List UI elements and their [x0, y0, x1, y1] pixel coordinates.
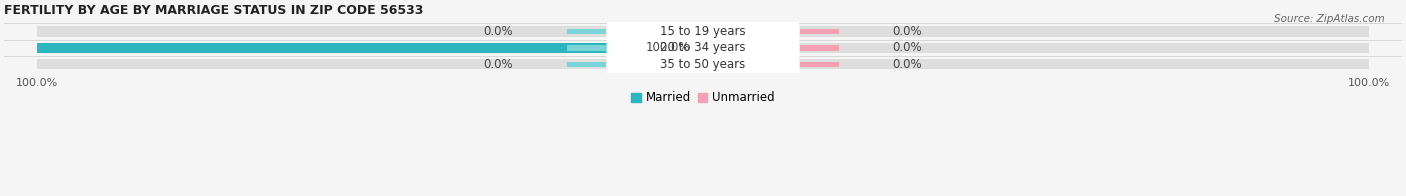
- Text: 0.0%: 0.0%: [484, 25, 513, 38]
- Legend: Married, Unmarried: Married, Unmarried: [631, 91, 775, 104]
- Text: 15 to 19 years: 15 to 19 years: [661, 25, 745, 38]
- Bar: [567, 45, 606, 51]
- Text: 20 to 34 years: 20 to 34 years: [661, 41, 745, 54]
- FancyBboxPatch shape: [606, 53, 800, 76]
- Text: 35 to 50 years: 35 to 50 years: [661, 58, 745, 71]
- FancyBboxPatch shape: [606, 36, 800, 60]
- Bar: [567, 29, 606, 34]
- FancyBboxPatch shape: [606, 20, 800, 43]
- Text: FERTILITY BY AGE BY MARRIAGE STATUS IN ZIP CODE 56533: FERTILITY BY AGE BY MARRIAGE STATUS IN Z…: [4, 4, 423, 17]
- Bar: [567, 62, 606, 67]
- Text: Source: ZipAtlas.com: Source: ZipAtlas.com: [1274, 14, 1385, 24]
- Bar: [38, 43, 703, 53]
- Bar: [800, 62, 839, 67]
- Bar: [38, 59, 1368, 69]
- Bar: [38, 26, 1368, 37]
- Text: 0.0%: 0.0%: [893, 41, 922, 54]
- Text: 0.0%: 0.0%: [484, 58, 513, 71]
- Text: 0.0%: 0.0%: [893, 58, 922, 71]
- Bar: [800, 29, 839, 34]
- Text: 0.0%: 0.0%: [893, 25, 922, 38]
- Bar: [800, 45, 839, 51]
- Text: 100.0%: 100.0%: [645, 41, 690, 54]
- Bar: [38, 43, 1368, 53]
